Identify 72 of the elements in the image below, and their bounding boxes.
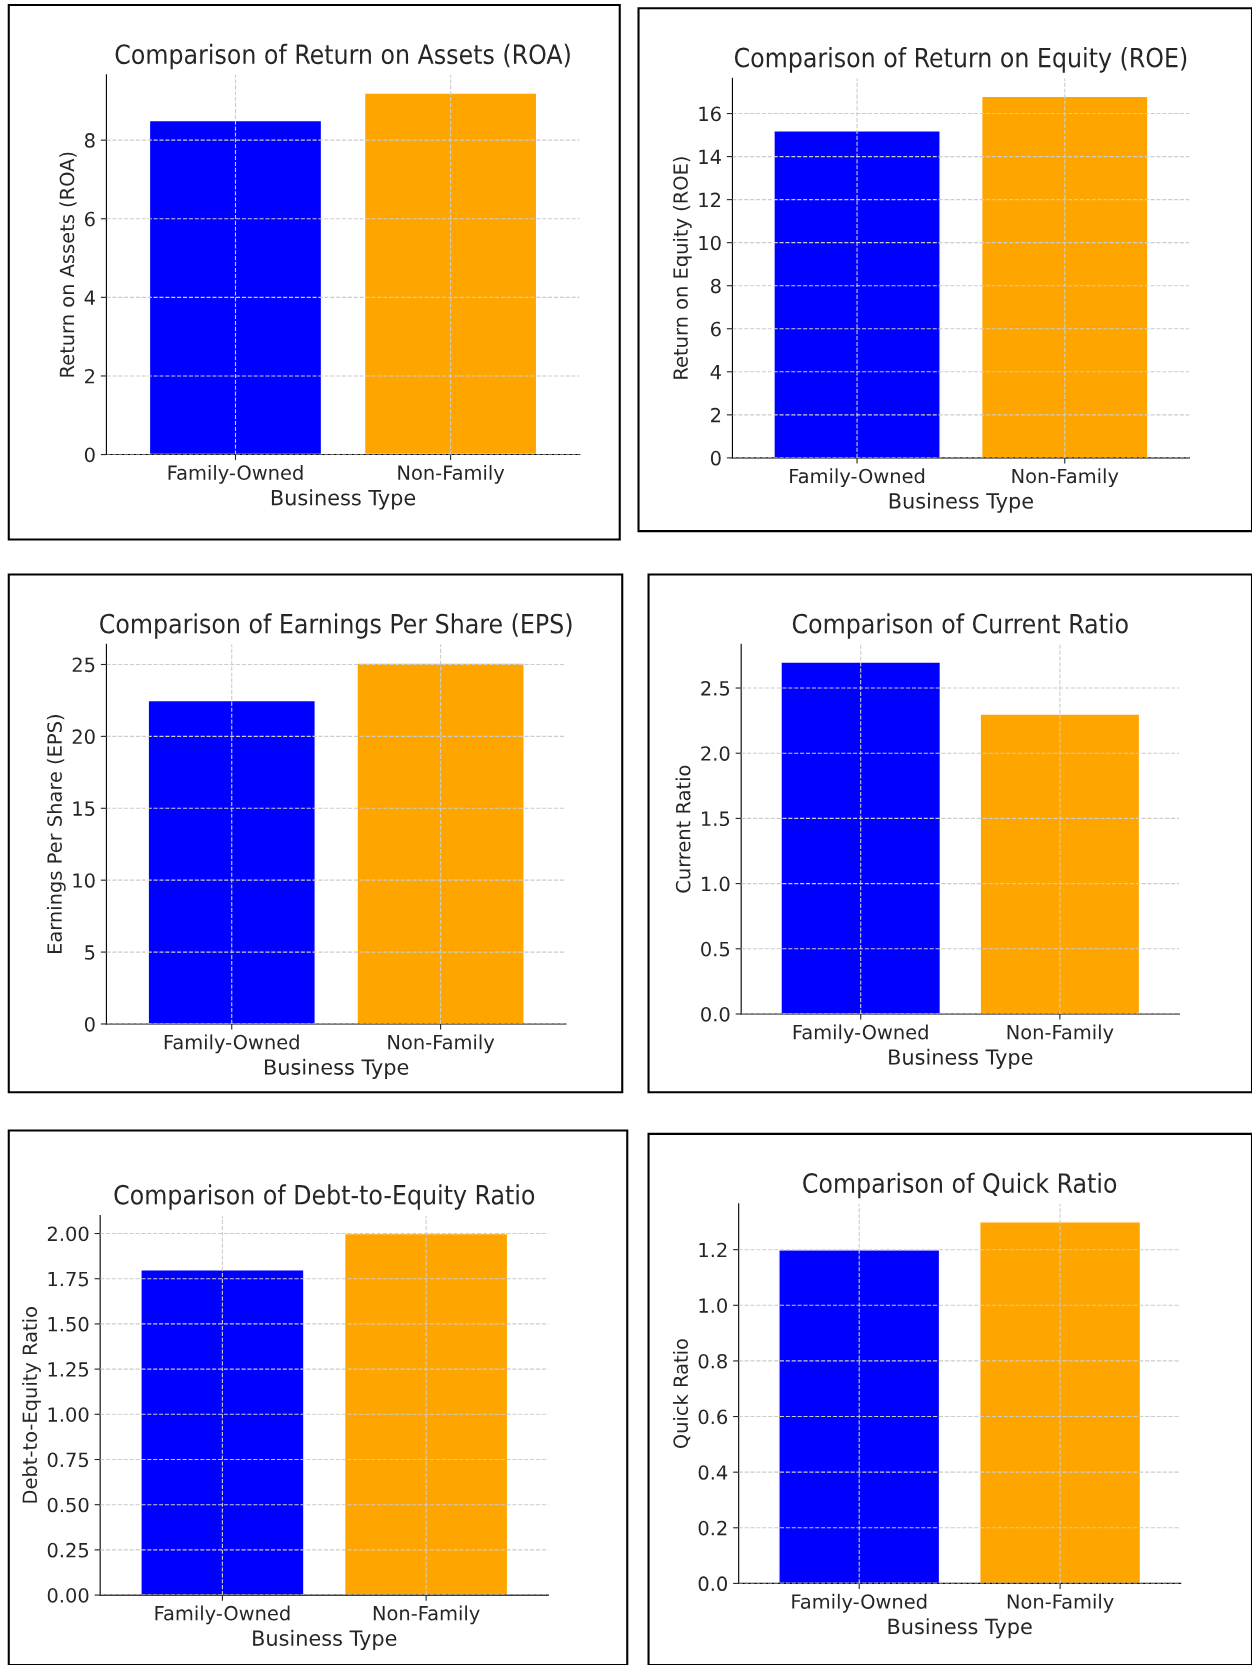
y-axis-title: Current Ratio (675, 765, 691, 893)
x-tick-label: Non-Family (398, 464, 505, 484)
y-tick-label: 15 (73, 801, 95, 816)
y-tick-label: 20 (72, 729, 95, 745)
y-tick-label: 1.2 (699, 1242, 727, 1258)
y-tick-label: 0.0 (701, 1006, 730, 1022)
x-axis-title: Business Type (889, 1048, 1033, 1069)
y-axis-title: Return on Equity (ROE) (672, 157, 692, 379)
y-tick-label: 0.75 (47, 1452, 89, 1468)
x-tick-label: Family-Owned (164, 1034, 299, 1054)
y-tick-label: 2 (85, 368, 95, 384)
y-tick-label: 0.25 (47, 1542, 89, 1558)
y-tick-label: 0.0 (698, 1576, 727, 1592)
chart-title: Comparison of Debt-to-Equity Ratio (114, 1184, 535, 1210)
y-tick-label: 0 (84, 1016, 95, 1032)
y-tick-label: 0.5 (701, 941, 730, 957)
x-tick-label: Non-Family (1007, 1024, 1114, 1044)
y-tick-label: 10 (73, 873, 95, 888)
chart-title: Comparison of Quick Ratio (803, 1172, 1117, 1199)
y-tick-label: 0.4 (698, 1465, 728, 1480)
y-tick-label: 2.0 (701, 746, 730, 761)
y-tick-label: 2 (711, 407, 721, 423)
y-tick-label: 14 (699, 149, 721, 164)
y-tick-label: 6 (710, 321, 721, 337)
x-axis-title: Business Type (888, 1618, 1032, 1639)
y-tick-label: 8 (710, 278, 721, 294)
y-tick-label: 0 (84, 447, 95, 463)
y-tick-label: 1.0 (701, 876, 730, 892)
chart-title: Comparison of Return on Assets (ROA) (115, 43, 570, 70)
y-tick-label: 0.2 (698, 1520, 727, 1536)
x-axis-title: Business Type (265, 1058, 409, 1079)
chart-title: Comparison of Earnings Per Share (EPS) (100, 613, 572, 639)
y-tick-label: 0.00 (47, 1588, 89, 1603)
chart-title: Comparison of Current Ratio (792, 613, 1128, 639)
x-tick-label: Family-Owned (155, 1605, 290, 1625)
y-tick-label: 1.00 (48, 1407, 89, 1422)
x-axis-title: Business Type (253, 1629, 397, 1651)
x-tick-label: Non-Family (373, 1605, 480, 1625)
y-tick-label: 1.50 (48, 1316, 89, 1332)
x-tick-label: Non-Family (1012, 468, 1119, 488)
y-tick-label: 0.50 (47, 1497, 89, 1513)
chart-title: Comparison of Return on Equity (ROE) (734, 47, 1187, 73)
x-tick-label: Family-Owned (793, 1024, 928, 1044)
y-tick-label: 8 (84, 133, 95, 148)
y-axis-title: Return on Assets (ROA) (59, 152, 77, 377)
x-tick-label: Family-Owned (168, 464, 303, 484)
y-tick-label: 2.5 (701, 680, 730, 696)
y-tick-label: 1.25 (48, 1362, 89, 1377)
y-tick-label: 0.6 (698, 1409, 728, 1425)
x-tick-label: Family-Owned (790, 468, 925, 488)
y-tick-label: 4 (710, 365, 721, 380)
y-tick-label: 4 (84, 290, 95, 305)
y-axis-title: Earnings Per Share (EPS) (46, 715, 66, 954)
y-axis-title: Quick Ratio (672, 1339, 691, 1449)
x-tick-label: Family-Owned (792, 1593, 927, 1613)
y-tick-label: 6 (84, 211, 95, 227)
y-tick-label: 1.5 (701, 811, 730, 827)
y-tick-label: 5 (85, 945, 95, 960)
y-tick-label: 25 (72, 657, 95, 673)
y-tick-label: 10 (699, 235, 721, 251)
x-tick-label: Non-Family (1007, 1593, 1114, 1613)
y-tick-label: 0 (710, 450, 721, 466)
y-tick-label: 16 (699, 106, 721, 122)
y-tick-label: 2.00 (47, 1226, 89, 1242)
y-tick-label: 12 (699, 192, 721, 208)
x-axis-title: Business Type (271, 489, 416, 510)
y-tick-label: 0.8 (698, 1353, 727, 1369)
x-axis-title: Business Type (889, 492, 1033, 513)
y-tick-label: 1.75 (48, 1271, 89, 1287)
y-axis-title: Debt-to-Equity Ratio (22, 1307, 41, 1503)
y-tick-label: 1.0 (699, 1298, 727, 1313)
x-tick-label: Non-Family (388, 1034, 495, 1054)
